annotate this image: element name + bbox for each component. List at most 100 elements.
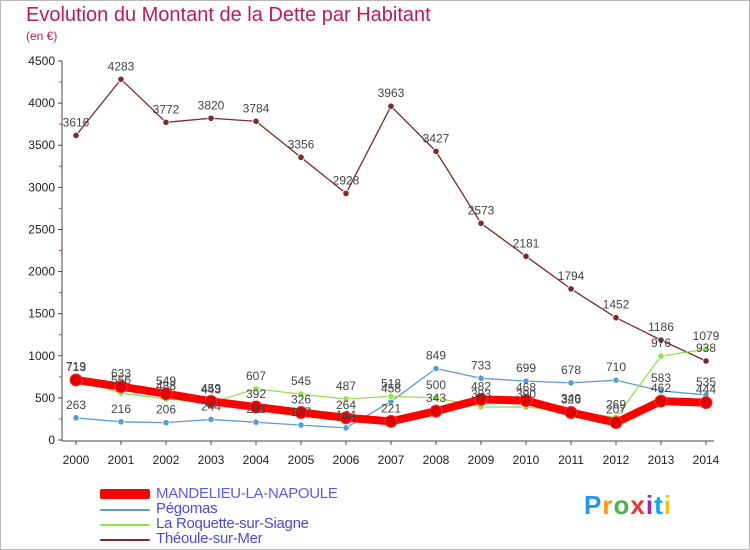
data-label: 488 (156, 379, 176, 393)
data-label: 487 (336, 379, 356, 393)
data-label: 3820 (198, 98, 225, 112)
series-point (657, 352, 665, 360)
series-point (477, 219, 485, 227)
data-label: 556 (111, 373, 131, 387)
x-tick-label: 2003 (198, 453, 225, 467)
data-label: 264 (336, 398, 356, 412)
data-label: 633 (111, 367, 131, 381)
data-label: 211 (246, 402, 265, 416)
logo-letter: x (630, 490, 646, 520)
x-tick-label: 2007 (378, 453, 405, 467)
data-label: 3784 (243, 101, 270, 115)
data-label: 2181 (513, 236, 540, 250)
x-tick-label: 2014 (693, 453, 720, 467)
legend-swatch (100, 489, 150, 499)
data-label: 713 (66, 360, 86, 374)
x-tick-label: 2013 (648, 453, 675, 467)
series-point (117, 75, 125, 83)
data-label: 545 (291, 374, 311, 388)
series-point (429, 404, 443, 418)
x-tick-label: 2010 (513, 453, 540, 467)
y-tick-label: 0 (48, 433, 55, 447)
y-tick-label: 2500 (28, 222, 55, 236)
x-tick-label: 2008 (423, 453, 450, 467)
series-point (72, 131, 80, 140)
series-point (297, 390, 305, 398)
series-point (657, 336, 665, 344)
logo-letter: i (645, 490, 655, 520)
data-label: 1079 (693, 329, 720, 343)
axes: 0 500 1000 1500 2000 2500 3000 3500 4000 4500 2000… (28, 54, 719, 467)
series-point (609, 416, 623, 430)
series-point (297, 153, 305, 161)
logo-letter: o (613, 490, 631, 520)
data-label: 500 (426, 378, 446, 392)
chart-unit: (en €) (26, 29, 58, 43)
series-point (72, 414, 80, 422)
data-label: 263 (66, 398, 86, 412)
data-label: 3772 (153, 102, 180, 116)
y-tick-label: 4000 (28, 96, 55, 110)
x-tick-label: 2009 (468, 453, 495, 467)
x-tick-label: 2000 (63, 453, 90, 467)
series-point (567, 285, 575, 293)
data-label: 390 (516, 387, 536, 401)
data-label: 459 (201, 381, 221, 395)
data-label: 443 (201, 383, 221, 397)
series-point (477, 374, 485, 382)
data-label: 678 (561, 363, 581, 377)
data-label: 1452 (603, 298, 630, 312)
series-line-3 (75, 78, 707, 362)
y-tick-label: 1000 (28, 349, 55, 363)
data-label: 269 (606, 397, 626, 411)
series-point (702, 357, 710, 365)
data-label: 3616 (63, 115, 90, 129)
y-tick-label: 3000 (28, 180, 55, 194)
data-label: 144 (336, 408, 356, 422)
data-label: 535 (696, 375, 716, 389)
data-label: 2573 (468, 203, 495, 217)
data-label: 326 (561, 393, 581, 407)
data-label: 462 (651, 381, 671, 395)
data-label: 392 (246, 387, 266, 401)
data-label: 607 (246, 369, 266, 383)
legend-swatch (100, 539, 150, 541)
series-point (699, 396, 713, 410)
series-point (522, 252, 530, 260)
series-point (612, 314, 620, 322)
series-point (612, 376, 620, 384)
series-point (387, 392, 395, 400)
proxiti-logo: Proxiti (584, 490, 672, 521)
data-label: 206 (156, 403, 176, 417)
series-point (432, 364, 440, 373)
series-point (432, 394, 440, 402)
x-tick-label: 2006 (333, 453, 360, 467)
data-label: 1186 (648, 320, 674, 334)
series-point (207, 114, 215, 122)
series-point (342, 424, 350, 432)
series-point (702, 345, 710, 353)
chart-title: Evolution du Montant de la Dette par Hab… (26, 4, 431, 26)
data-label: 3963 (378, 86, 405, 100)
legend-label: Pégomas (156, 500, 218, 517)
data-label: 4283 (108, 59, 135, 73)
data-label: 3427 (423, 131, 450, 145)
series-point (384, 414, 398, 428)
data-label: 938 (696, 341, 716, 355)
series-point (387, 102, 395, 110)
data-label: 444 (696, 383, 716, 397)
series-point (159, 387, 173, 401)
series-point (342, 395, 350, 403)
data-label: 2928 (333, 173, 360, 187)
data-label: 719 (66, 359, 86, 373)
logo-letter: t (654, 490, 664, 520)
series-point (162, 118, 170, 126)
data-label: 216 (111, 402, 131, 416)
series-point (162, 419, 170, 427)
data-label: 583 (651, 371, 671, 385)
data-label: 1794 (558, 269, 585, 283)
logo-letter: P (584, 490, 603, 520)
data-label: 482 (471, 379, 491, 393)
